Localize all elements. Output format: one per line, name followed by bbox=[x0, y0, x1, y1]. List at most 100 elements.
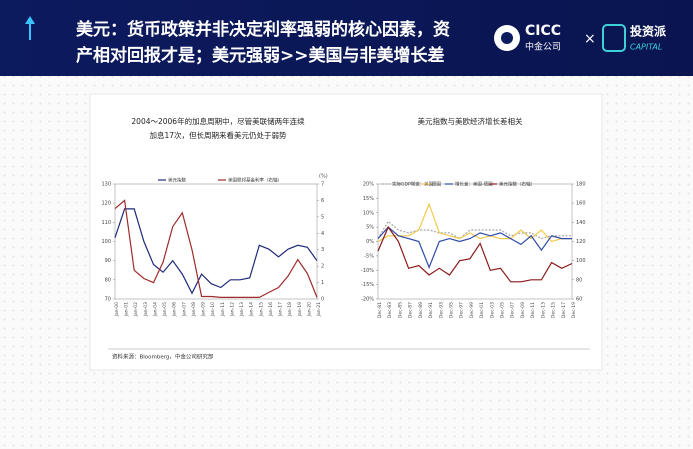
x-tick-label: Jan-20 bbox=[306, 302, 312, 317]
logo-text: CICC bbox=[525, 23, 561, 39]
x-tick-label: Jan-08 bbox=[191, 302, 197, 317]
x-tick-label: Dec-97 bbox=[459, 302, 465, 318]
x-tick-label: Jan-19 bbox=[297, 302, 303, 317]
x-tick-label: Jan-14 bbox=[249, 302, 255, 317]
x-tick-label: Dec-93 bbox=[438, 302, 444, 318]
legend-label: 美国联邦基金利率（右轴） bbox=[228, 177, 282, 184]
y2-tick-label: 4 bbox=[321, 231, 324, 237]
x-tick-label: Jan-07 bbox=[181, 302, 187, 317]
source: 资料来源：Bloomberg，中金公司研究部 bbox=[112, 353, 214, 361]
title: 产相对回报才是；美元强弱>>美国与非美增长差 bbox=[76, 45, 445, 66]
y-tick-label: 80 bbox=[105, 277, 111, 283]
series-line bbox=[377, 225, 573, 283]
x-tick-label: Dec-15 bbox=[551, 302, 557, 318]
y2-tick-label: 2 bbox=[321, 264, 324, 270]
header-icon bbox=[25, 16, 35, 24]
y2-tick-label: 120 bbox=[576, 239, 586, 245]
y2-axis-label: (%) bbox=[319, 174, 328, 180]
y2-tick-label: 180 bbox=[576, 182, 586, 188]
logo-mark bbox=[501, 32, 513, 44]
x-tick-label: Jan-16 bbox=[268, 302, 274, 317]
y2-tick-label: 160 bbox=[576, 201, 586, 207]
chart-title: 美元指数与美欧经济增长差相关 bbox=[418, 116, 523, 126]
y-tick-label: 5% bbox=[366, 225, 374, 231]
y-tick-label: -20% bbox=[361, 297, 374, 303]
x-tick-label: Jan-09 bbox=[201, 302, 207, 317]
x-tick-label: Dec-91 bbox=[428, 302, 434, 318]
y2-tick-label: 3 bbox=[321, 247, 324, 253]
logo-mark bbox=[602, 24, 626, 52]
legend-label: 实际GDP增速：美国 bbox=[392, 181, 434, 188]
series-line bbox=[114, 208, 318, 295]
x-tick-label: Dec-95 bbox=[448, 302, 454, 318]
legend-label: 增长差：美国-德国 bbox=[455, 181, 493, 188]
chart-panel bbox=[89, 93, 603, 371]
y-tick-label: -5% bbox=[364, 253, 374, 259]
x-tick-label: Jan-04 bbox=[152, 302, 158, 317]
y2-tick-label: 60 bbox=[576, 297, 582, 303]
y-tick-label: -15% bbox=[361, 282, 374, 288]
x-tick-label: Dec-89 bbox=[418, 302, 424, 318]
y2-tick-label: 5 bbox=[321, 214, 324, 220]
logo-text: CAPITAL bbox=[630, 43, 662, 52]
x-tick-label: Jan-00 bbox=[114, 302, 120, 317]
y-tick-label: 120 bbox=[101, 201, 111, 207]
x-tick-label: Dec-83 bbox=[387, 302, 393, 318]
y-tick-label: 130 bbox=[101, 182, 111, 188]
x-tick-label: Jan-05 bbox=[162, 302, 168, 317]
y-tick-label: 20% bbox=[363, 182, 374, 188]
x-tick-label: Jan-11 bbox=[220, 302, 226, 317]
logo-text: 投资派 bbox=[630, 24, 667, 39]
x-tick-label: Dec-11 bbox=[530, 302, 536, 318]
x-tick-label: Jan-12 bbox=[229, 302, 235, 317]
x-tick-label: Dec-07 bbox=[510, 302, 516, 318]
y2-tick-label: 140 bbox=[576, 220, 586, 226]
y-tick-label: 10% bbox=[363, 210, 374, 216]
legend-label: 美元指数 bbox=[168, 177, 186, 184]
y2-tick-label: 6 bbox=[321, 198, 324, 204]
x-tick-label: Jan-17 bbox=[278, 302, 284, 317]
x-tick-label: Jan-21 bbox=[316, 302, 322, 317]
legend-label: 德国 bbox=[432, 181, 441, 188]
x-tick-label: Jan-06 bbox=[172, 302, 178, 317]
y2-tick-label: 7 bbox=[321, 182, 324, 188]
title: 美元：货币政策并非决定利率强弱的核心因素，资 bbox=[76, 19, 450, 40]
x-tick-label: Dec-09 bbox=[520, 302, 526, 318]
x-tick-label: Dec-81 bbox=[377, 302, 383, 318]
chart-subtitle: 加息17次，但长周期来看美元仍处于弱势 bbox=[149, 130, 287, 140]
y-tick-label: 15% bbox=[363, 196, 374, 202]
x-tick-label: Dec-05 bbox=[500, 302, 506, 318]
x-tick-label: Jan-03 bbox=[143, 302, 149, 317]
x-tick-label: Dec-19 bbox=[571, 302, 577, 318]
x-tick-label: Dec-17 bbox=[561, 302, 567, 318]
y2-tick-label: 80 bbox=[576, 277, 582, 283]
y2-tick-label: 100 bbox=[576, 258, 586, 264]
x-tick-label: Dec-99 bbox=[469, 302, 475, 318]
x-tick-label: Jan-10 bbox=[210, 302, 216, 317]
y2-tick-label: 0 bbox=[321, 297, 324, 303]
x-tick-label: Dec-03 bbox=[489, 302, 495, 318]
y-tick-label: 100 bbox=[101, 239, 111, 245]
x-tick-label: Dec-13 bbox=[540, 302, 546, 318]
x-tick-label: Jan-02 bbox=[133, 302, 139, 317]
x-tick-label: Dec-87 bbox=[408, 302, 414, 318]
header-band bbox=[0, 0, 693, 76]
x-tick-label: Dec-01 bbox=[479, 302, 485, 318]
x-tick-label: Jan-01 bbox=[124, 302, 130, 317]
logo-cross: × bbox=[584, 31, 596, 47]
x-tick-label: Jan-18 bbox=[287, 302, 293, 317]
series-line bbox=[114, 199, 318, 298]
x-tick-label: Dec-85 bbox=[397, 302, 403, 318]
x-tick-label: Jan-13 bbox=[239, 302, 245, 317]
y-tick-label: 70 bbox=[105, 297, 111, 303]
logo-text: 中金公司 bbox=[525, 41, 561, 53]
legend-label: 美元指数（右轴） bbox=[499, 181, 535, 188]
y-tick-label: 110 bbox=[101, 220, 111, 226]
chart-title: 2004～2006年的加息周期中，尽管美联储两年连续 bbox=[131, 116, 305, 126]
y-tick-label: 90 bbox=[105, 258, 111, 264]
series-line bbox=[377, 220, 572, 240]
series-line bbox=[377, 226, 572, 270]
y2-tick-label: 1 bbox=[321, 280, 324, 286]
